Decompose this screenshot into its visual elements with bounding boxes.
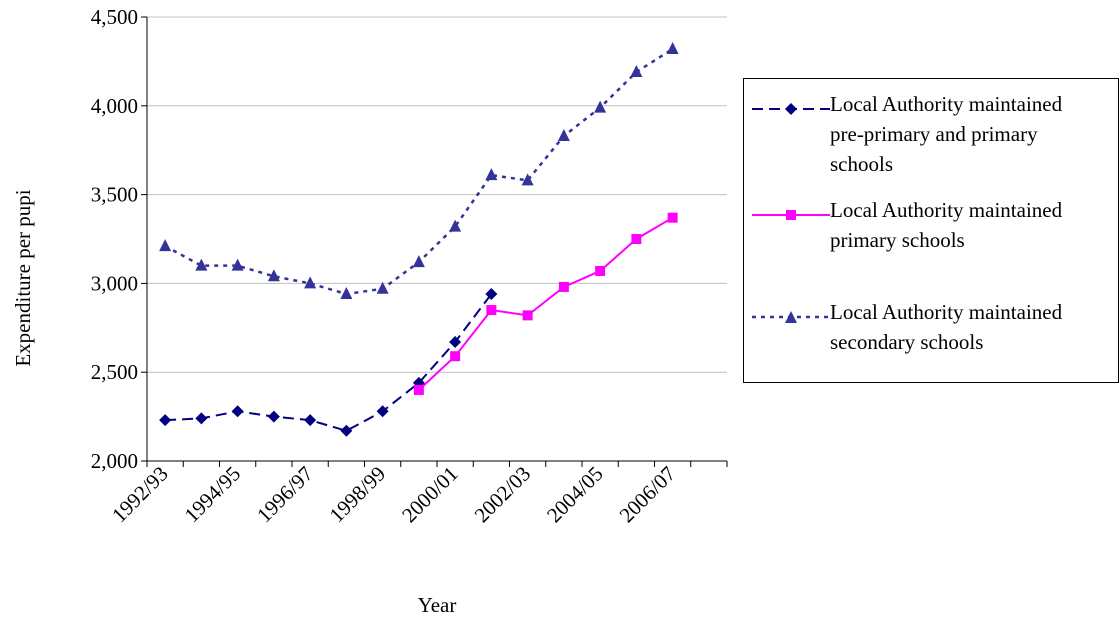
series-3 <box>159 41 679 300</box>
x-tick-label: 2006/07 <box>615 462 681 528</box>
data-point <box>485 168 498 181</box>
data-point <box>485 288 498 301</box>
y-tick-label: 2,000 <box>91 449 138 473</box>
data-point <box>413 384 424 395</box>
data-point <box>486 305 497 316</box>
data-point <box>304 414 317 427</box>
data-point <box>667 212 678 223</box>
data-point <box>521 173 534 186</box>
legend-swatch-secondary <box>752 311 830 323</box>
x-tick-label: 1996/97 <box>252 462 318 528</box>
data-point <box>195 412 208 425</box>
legend-label-line: pre-primary and primary <box>830 122 1038 146</box>
legend-label-line: secondary schools <box>830 330 984 354</box>
data-point <box>666 41 679 54</box>
y-tick-label: 3,500 <box>91 183 138 207</box>
data-point <box>195 258 208 271</box>
legend-label-line: Local Authority maintained <box>830 92 1063 116</box>
legend: Local Authority maintained pre-primary a… <box>743 78 1119 383</box>
data-point <box>631 234 642 244</box>
data-point <box>449 219 462 232</box>
data-point <box>450 351 461 362</box>
data-point <box>376 281 389 294</box>
data-point <box>412 255 425 268</box>
x-tick-label: 2004/05 <box>542 462 608 528</box>
y-tick-label: 3,000 <box>91 271 138 295</box>
data-point <box>340 287 353 300</box>
series-group <box>159 41 679 437</box>
data-point <box>376 405 389 418</box>
x-axis-label: Year <box>418 593 457 617</box>
series-2 <box>413 212 678 395</box>
legend-label-line: Local Authority maintained <box>830 198 1063 222</box>
y-axis-ticks: 2,000 2,500 3,000 3,500 4,000 4,500 <box>91 5 147 473</box>
data-point <box>630 65 643 78</box>
data-point <box>594 100 607 113</box>
data-point <box>340 424 353 437</box>
data-point <box>267 269 280 282</box>
legend-label-line: primary schools <box>830 228 965 252</box>
data-point <box>557 128 570 141</box>
data-point <box>267 410 280 423</box>
x-tick-label: 2002/03 <box>470 462 536 528</box>
y-axis-label: Expenditure per pupi <box>11 189 35 366</box>
series-line <box>165 293 493 432</box>
y-tick-label: 2,500 <box>91 360 138 384</box>
x-axis-ticks: 1992/93 1994/95 1996/97 1998/99 2000/01 2002/… <box>107 461 728 528</box>
x-tick-label: 2000/01 <box>397 462 463 528</box>
x-tick-label: 1998/99 <box>325 462 391 528</box>
legend-label-line: Local Authority maintained <box>830 300 1063 324</box>
data-point <box>231 405 244 418</box>
data-point <box>522 310 533 321</box>
data-point <box>449 336 462 349</box>
legend-swatch-pre-primary <box>752 103 830 115</box>
data-point <box>558 281 569 292</box>
data-point <box>159 239 172 252</box>
data-point <box>159 414 172 427</box>
data-point <box>231 258 244 271</box>
gridlines <box>147 16 727 373</box>
legend-label-line: schools <box>830 152 893 176</box>
y-tick-label: 4,500 <box>91 5 138 29</box>
x-tick-label: 1994/95 <box>180 462 246 528</box>
series-line <box>418 216 674 391</box>
data-point <box>304 276 317 289</box>
series-1 <box>159 288 498 437</box>
y-tick-label: 4,000 <box>91 94 138 118</box>
data-point <box>595 265 606 276</box>
legend-swatch-primary <box>752 210 830 220</box>
